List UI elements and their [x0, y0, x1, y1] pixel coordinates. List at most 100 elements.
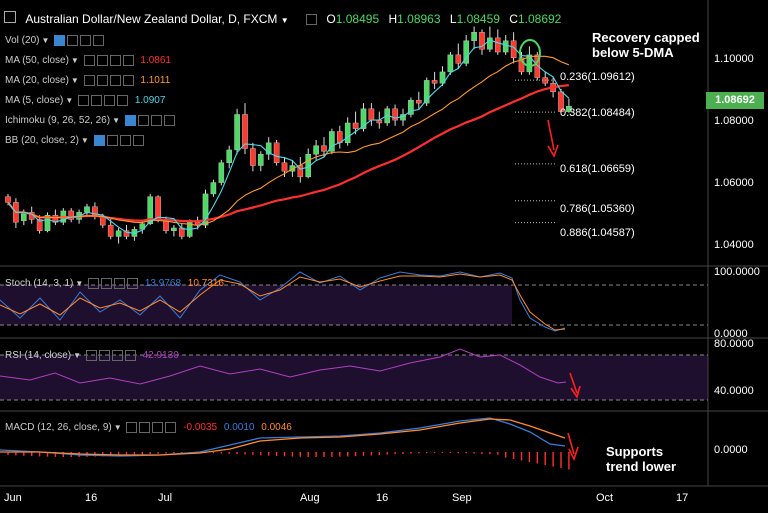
- legend-rsi[interactable]: RSI (14, close) ▼ 42.9130: [5, 350, 179, 362]
- legend-bb[interactable]: BB (20, close, 2) ▼: [5, 135, 144, 146]
- legend-ma5[interactable]: MA (5, close) ▼ 1.0907: [5, 95, 166, 107]
- close-icon[interactable]: [122, 55, 134, 66]
- settings-icon[interactable]: [106, 135, 118, 146]
- menu-icon[interactable]: [4, 11, 16, 23]
- ma50-value: 1.0861: [140, 55, 171, 67]
- ma5-line: [7, 39, 570, 234]
- settings-icon[interactable]: [306, 14, 318, 26]
- fib-label: 0.382(1.08484): [560, 107, 635, 119]
- chevron-down-icon[interactable]: ▼: [113, 423, 122, 433]
- add-icon[interactable]: [111, 350, 123, 361]
- indicator-lines-group: [7, 39, 570, 234]
- stoch-d-value: 10.7316: [187, 278, 224, 290]
- legend-ma20[interactable]: MA (20, close) ▼ 1.1011: [5, 75, 171, 87]
- legend-vol[interactable]: Vol (20) ▼: [5, 35, 105, 46]
- stoch-k-line: [0, 271, 566, 332]
- candle: [123, 230, 130, 237]
- settings-icon[interactable]: [101, 278, 113, 289]
- chevron-down-icon[interactable]: ▼: [112, 116, 120, 126]
- candle: [68, 210, 74, 220]
- eye-icon[interactable]: [83, 75, 95, 86]
- add-icon[interactable]: [119, 135, 131, 146]
- chevron-down-icon[interactable]: ▼: [65, 96, 74, 106]
- close-icon[interactable]: [93, 35, 105, 46]
- add-icon[interactable]: [109, 75, 121, 86]
- legend-macd[interactable]: MACD (12, 26, close, 9) ▼ -0.0035 0.0010 …: [5, 422, 292, 434]
- eye-icon[interactable]: [93, 135, 105, 146]
- legend-stoch[interactable]: Stoch (14, 3, 1) ▼ 13.9768 10.7316: [5, 278, 224, 290]
- candle: [258, 153, 264, 166]
- chevron-down-icon[interactable]: ▼: [70, 76, 79, 86]
- eye-icon[interactable]: [85, 350, 97, 361]
- add-icon[interactable]: [104, 95, 116, 106]
- stoch-d-line: [0, 273, 566, 331]
- stoch-axis-tick: 100.0000: [714, 266, 760, 278]
- eye-icon[interactable]: [126, 422, 138, 433]
- close-icon[interactable]: [165, 422, 177, 433]
- candle: [439, 71, 446, 84]
- candle: [455, 54, 462, 64]
- rsi-panel-bg: [0, 355, 708, 400]
- legend-ma50[interactable]: MA (50, close) ▼ 1.0861: [5, 55, 171, 67]
- rsi-axis-tick: 40.0000: [714, 385, 754, 397]
- chevron-down-icon[interactable]: ▼: [70, 56, 79, 66]
- ohlc-close: C1.08692: [509, 12, 562, 26]
- eye-icon[interactable]: [124, 115, 136, 126]
- candles-group: [5, 26, 572, 244]
- price-tick: 1.10000: [714, 53, 754, 65]
- chevron-down-icon[interactable]: ▼: [80, 136, 89, 146]
- settings-icon[interactable]: [98, 350, 110, 361]
- candle: [273, 142, 280, 163]
- date-tick: Jun: [4, 492, 22, 504]
- chevron-down-icon[interactable]: ▼: [41, 36, 50, 46]
- candle: [44, 214, 51, 231]
- candle: [344, 122, 351, 144]
- settings-icon[interactable]: [137, 115, 149, 126]
- price-tick: 1.08000: [714, 115, 754, 127]
- candle: [242, 114, 248, 149]
- candle: [329, 131, 335, 152]
- fib-lines-group: [515, 79, 556, 224]
- add-icon[interactable]: [150, 115, 162, 126]
- close-icon[interactable]: [163, 115, 175, 126]
- add-icon[interactable]: [80, 35, 92, 46]
- candle: [147, 196, 154, 224]
- macd-hist-value: -0.0035: [183, 422, 218, 434]
- candle: [392, 108, 398, 121]
- close-icon[interactable]: [127, 278, 139, 289]
- eye-icon[interactable]: [78, 95, 90, 106]
- macd-signal-value: 0.0046: [261, 422, 292, 434]
- eye-icon[interactable]: [54, 35, 66, 46]
- candle: [115, 230, 122, 237]
- annotation-bottom: Supports trend lower: [606, 444, 677, 474]
- candle: [155, 196, 161, 220]
- settings-icon[interactable]: [96, 75, 108, 86]
- date-tick: 16: [85, 492, 98, 504]
- close-icon[interactable]: [117, 95, 129, 106]
- add-icon[interactable]: [109, 55, 121, 66]
- macd-signal-line: [0, 418, 566, 456]
- date-tick: Sep: [452, 492, 472, 504]
- settings-icon[interactable]: [91, 95, 103, 106]
- candle: [431, 80, 438, 84]
- settings-icon[interactable]: [96, 55, 108, 66]
- close-icon[interactable]: [132, 135, 144, 146]
- candle: [447, 54, 454, 73]
- candle: [463, 40, 470, 64]
- chevron-down-icon[interactable]: ▼: [280, 16, 289, 25]
- candle: [202, 193, 209, 226]
- settings-icon[interactable]: [67, 35, 79, 46]
- add-icon[interactable]: [114, 278, 126, 289]
- symbol-title[interactable]: Australian Dollar/New Zealand Dollar, D,…: [25, 12, 278, 26]
- chevron-down-icon[interactable]: ▼: [75, 279, 84, 289]
- eye-icon[interactable]: [83, 55, 95, 66]
- close-icon[interactable]: [124, 350, 136, 361]
- macd-line: [0, 417, 566, 457]
- close-icon[interactable]: [122, 75, 134, 86]
- settings-icon[interactable]: [139, 422, 151, 433]
- chevron-down-icon[interactable]: ▼: [73, 351, 82, 361]
- eye-icon[interactable]: [88, 278, 100, 289]
- price-tick: 1.06000: [714, 177, 754, 189]
- add-icon[interactable]: [152, 422, 164, 433]
- legend-ichimoku[interactable]: Ichimoku (9, 26, 52, 26) ▼: [5, 115, 175, 126]
